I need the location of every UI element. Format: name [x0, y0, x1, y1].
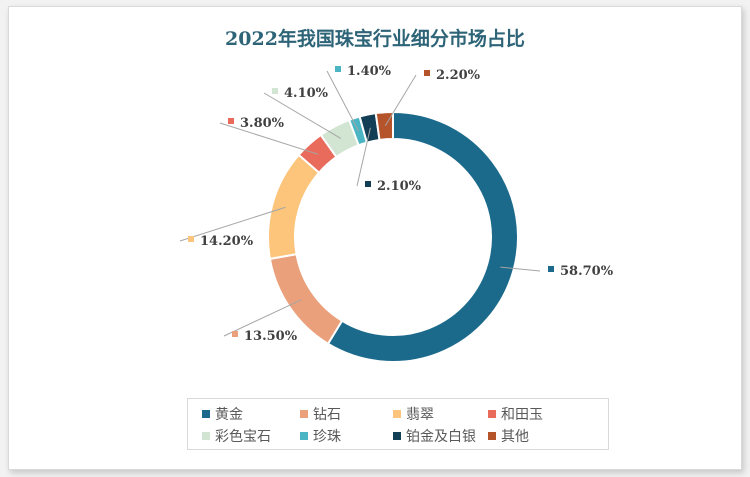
legend-label: 翡翠 [406, 407, 434, 423]
legend-label: 钻石 [313, 407, 341, 423]
data-label-2: 14.20% [200, 234, 254, 249]
legend-swatch [202, 410, 210, 418]
legend-label: 珍珠 [313, 429, 341, 445]
data-label-4: 4.10% [284, 86, 329, 101]
legend: 黄金 钻石 翡翠 和田玉彩色宝石 珍珠 铂金及白银 其他 [187, 398, 609, 450]
legend-label: 铂金及白银 [406, 429, 476, 445]
data-label-1: 13.50% [244, 329, 298, 344]
label-marker-0 [548, 266, 554, 272]
slice-2 [267, 153, 321, 261]
legend-swatch [300, 410, 308, 418]
leader-line-7 [384, 74, 417, 127]
slice-0 [326, 110, 519, 363]
label-marker-3 [228, 118, 234, 124]
data-label-6: 2.10% [377, 179, 422, 194]
data-label-3: 3.80% [240, 116, 285, 131]
legend-label: 彩色宝石 [215, 429, 271, 445]
legend-item-1: 钻石 [300, 404, 341, 424]
leader-line-0 [500, 266, 541, 272]
legend-swatch [488, 410, 496, 418]
data-label-7: 2.20% [436, 68, 481, 83]
leader-line-6 [356, 127, 371, 187]
label-marker-4 [272, 88, 278, 94]
slice-7 [374, 110, 394, 142]
legend-swatch [202, 432, 210, 440]
leader-line-4 [263, 92, 342, 139]
data-label-5: 1.40% [347, 64, 392, 79]
label-marker-6 [365, 181, 371, 187]
legend-swatch [300, 432, 308, 440]
label-marker-2 [188, 236, 194, 242]
legend-item-6: 铂金及白银 [393, 426, 476, 446]
leader-line-3 [219, 122, 319, 155]
legend-label: 黄金 [215, 407, 243, 423]
legend-item-5: 珍珠 [300, 426, 341, 446]
legend-label: 其他 [501, 429, 529, 445]
data-label-0: 58.70% [560, 264, 614, 279]
legend-item-2: 翡翠 [393, 404, 434, 424]
legend-label: 和田玉 [501, 407, 543, 423]
label-marker-1 [232, 331, 238, 337]
chart-card [8, 6, 742, 470]
legend-swatch [488, 432, 496, 440]
label-marker-5 [335, 66, 341, 72]
leader-line-2 [179, 206, 286, 242]
leader-line-5 [326, 70, 359, 132]
leader-line-1 [223, 299, 302, 337]
label-marker-7 [424, 70, 430, 76]
legend-swatch [393, 410, 401, 418]
legend-item-7: 其他 [488, 426, 529, 446]
legend-item-0: 黄金 [202, 404, 243, 424]
legend-item-3: 和田玉 [488, 404, 543, 424]
legend-swatch [393, 432, 401, 440]
chart-title: 2022年我国珠宝行业细分市场占比 [225, 28, 525, 50]
legend-item-4: 彩色宝石 [202, 426, 271, 446]
